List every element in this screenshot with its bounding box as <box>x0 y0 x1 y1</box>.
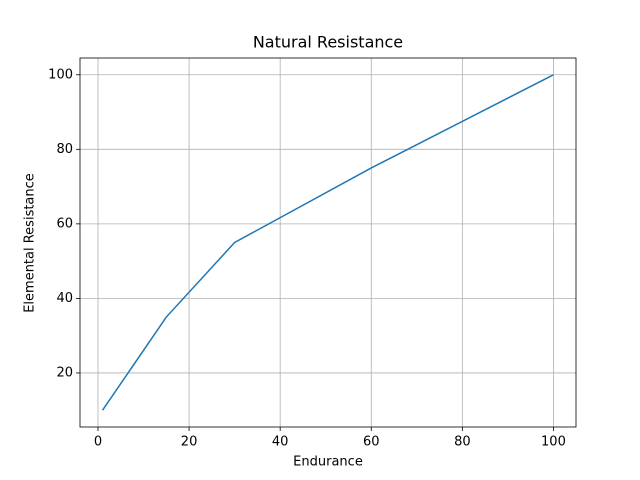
x-tick-label: 60 <box>363 435 380 450</box>
y-tick-label: 20 <box>56 365 73 380</box>
x-axis-label: Endurance <box>293 455 363 470</box>
x-tick-label: 40 <box>272 435 289 450</box>
y-axis-label: Elemental Resistance <box>23 173 38 313</box>
plot-frame <box>79 57 577 428</box>
x-tick-label: 20 <box>181 435 198 450</box>
x-tick-label: 80 <box>454 435 471 450</box>
line-series <box>101 74 554 411</box>
x-tick-label: 0 <box>94 435 102 450</box>
x-tick-label: 100 <box>541 435 566 450</box>
chart-title: Natural Resistance <box>253 33 403 52</box>
y-tick-label: 60 <box>56 216 73 231</box>
y-tick-label: 40 <box>56 291 73 306</box>
y-tick-label: 80 <box>56 142 73 157</box>
y-tick-label: 100 <box>48 67 73 82</box>
